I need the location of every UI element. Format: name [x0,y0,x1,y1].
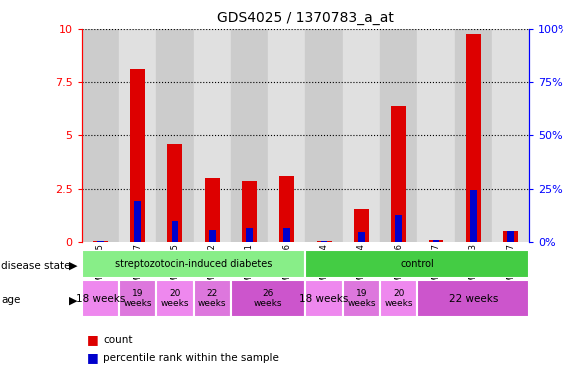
Bar [156,29,194,242]
Bar [305,250,529,278]
Text: count: count [103,335,132,345]
Bar [279,176,294,242]
Bar [82,280,119,317]
Bar [316,241,332,242]
Bar [305,29,343,242]
Text: ■: ■ [87,351,99,364]
Bar [194,29,231,242]
Bar [466,34,481,242]
Bar [231,29,268,242]
Bar [205,178,220,242]
Bar [343,29,380,242]
Bar [93,241,108,242]
Bar [167,144,182,242]
Title: GDS4025 / 1370783_a_at: GDS4025 / 1370783_a_at [217,11,394,25]
Bar [343,280,380,317]
Bar [380,280,417,317]
Bar [97,241,104,242]
Text: 26
weeks: 26 weeks [254,289,283,308]
Bar [380,29,417,242]
Bar [321,241,328,242]
Bar [492,29,529,242]
Text: control: control [400,259,434,269]
Bar [130,69,145,242]
Text: 18 weeks: 18 weeks [300,293,348,304]
Bar [231,280,305,317]
Text: percentile rank within the sample: percentile rank within the sample [103,353,279,363]
Bar [417,280,529,317]
Bar [470,190,477,242]
Bar [242,181,257,242]
Bar [82,250,305,278]
Text: 20
weeks: 20 weeks [160,289,189,308]
Bar [391,106,406,242]
Bar [358,232,365,242]
Bar [354,209,369,242]
Bar [134,202,141,242]
Bar [454,29,492,242]
Bar [432,240,439,242]
Bar [417,29,455,242]
Bar [194,280,231,317]
Text: ■: ■ [87,333,99,346]
Text: 19
weeks: 19 weeks [123,289,152,308]
Bar [428,240,444,242]
Bar [283,228,290,242]
Bar [503,231,518,242]
Text: 18 weeks: 18 weeks [75,293,125,304]
Bar [209,230,216,242]
Text: ▶: ▶ [69,295,78,305]
Bar [156,280,194,317]
Bar [507,231,514,242]
Bar [305,280,343,317]
Text: 22
weeks: 22 weeks [198,289,226,308]
Bar [395,215,402,242]
Text: 22 weeks: 22 weeks [449,293,498,304]
Text: disease state: disease state [1,261,70,271]
Bar [268,29,305,242]
Bar [119,29,156,242]
Text: streptozotocin-induced diabetes: streptozotocin-induced diabetes [115,259,272,269]
Bar [82,29,119,242]
Text: 19
weeks: 19 weeks [347,289,376,308]
Text: ▶: ▶ [69,261,78,271]
Text: 20
weeks: 20 weeks [385,289,413,308]
Bar [172,220,178,242]
Bar [119,280,156,317]
Text: age: age [1,295,20,305]
Bar [246,228,253,242]
